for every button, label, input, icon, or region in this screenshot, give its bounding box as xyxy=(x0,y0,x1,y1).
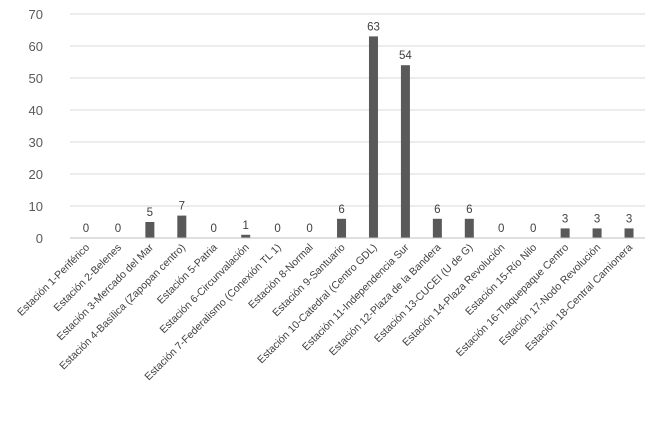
data-label: 6 xyxy=(338,204,344,216)
data-label: 5 xyxy=(147,207,153,219)
data-label: 3 xyxy=(626,213,632,225)
data-label: 6 xyxy=(466,204,472,216)
data-labels: 0 0 5 7 0 1 0 0 6 63 54 6 6 0 0 3 3 3 xyxy=(83,21,632,235)
y-tick-label: 20 xyxy=(29,167,43,182)
bar xyxy=(145,222,155,238)
y-tick-label: 40 xyxy=(29,103,43,118)
y-tick-label: 10 xyxy=(29,199,43,214)
data-label: 0 xyxy=(211,223,217,235)
bar xyxy=(177,215,187,238)
bar xyxy=(241,234,251,238)
data-label: 63 xyxy=(367,21,380,33)
y-tick-label: 0 xyxy=(36,231,43,246)
bars xyxy=(145,36,634,239)
data-label: 0 xyxy=(274,223,280,235)
data-label: 3 xyxy=(562,213,568,225)
data-label: 6 xyxy=(434,204,440,216)
bar xyxy=(400,65,410,238)
bar xyxy=(560,228,570,238)
bar xyxy=(624,228,634,238)
data-label: 3 xyxy=(594,213,600,225)
bar xyxy=(337,218,347,238)
gridlines xyxy=(70,13,645,207)
y-tick-label: 60 xyxy=(29,39,43,54)
category-label: Estación 10-Catedral (Centro GDL) xyxy=(255,242,379,366)
data-label: 1 xyxy=(242,220,248,232)
data-label: 0 xyxy=(530,223,536,235)
data-label: 0 xyxy=(306,223,312,235)
bar xyxy=(368,36,378,239)
y-axis-ticks: 0 10 20 30 40 50 60 70 xyxy=(29,7,43,246)
data-label: 54 xyxy=(399,50,412,62)
data-label: 0 xyxy=(115,223,121,235)
y-tick-label: 30 xyxy=(29,135,43,150)
data-label: 7 xyxy=(179,201,185,213)
bar xyxy=(432,218,442,238)
y-tick-label: 70 xyxy=(29,7,43,22)
y-tick-label: 50 xyxy=(29,71,43,86)
bar xyxy=(464,218,474,238)
bar xyxy=(592,228,602,238)
data-label: 0 xyxy=(83,223,89,235)
data-label: 0 xyxy=(498,223,504,235)
